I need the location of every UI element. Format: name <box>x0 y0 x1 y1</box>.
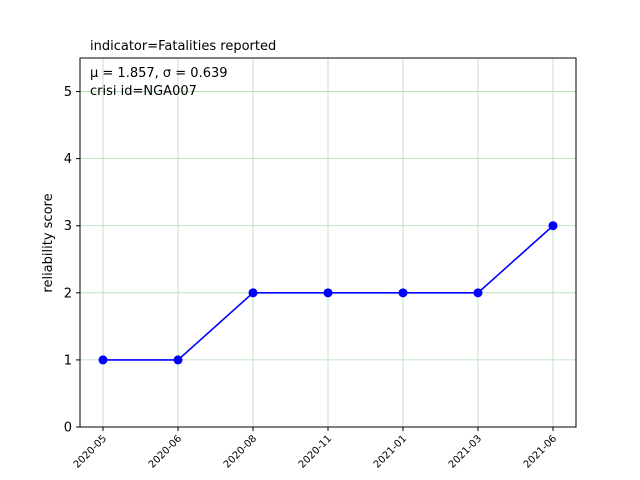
y-axis-ticks: 0 1 2 3 4 5 <box>64 85 80 436</box>
y-tick-label: 1 <box>64 353 72 368</box>
y-tick-label: 3 <box>64 219 72 234</box>
y-tick-label: 4 <box>64 152 72 167</box>
series-layer <box>98 221 558 365</box>
y-axis-label: reliability score <box>41 193 56 292</box>
data-point <box>548 221 558 231</box>
data-point <box>398 288 408 298</box>
y-tick-label: 5 <box>64 85 72 100</box>
data-point <box>173 355 183 365</box>
y-tick-label: 0 <box>64 421 72 436</box>
data-point <box>248 288 258 298</box>
stats-annotation: μ = 1.857, σ = 0.639 <box>90 66 228 81</box>
y-tick-label: 2 <box>64 286 72 301</box>
data-point <box>473 288 483 298</box>
data-point <box>98 355 108 365</box>
data-point <box>323 288 333 298</box>
crisis-annotation: crisi id=NGA007 <box>90 84 197 99</box>
chart-title: indicator=Fatalities reported <box>90 39 276 54</box>
